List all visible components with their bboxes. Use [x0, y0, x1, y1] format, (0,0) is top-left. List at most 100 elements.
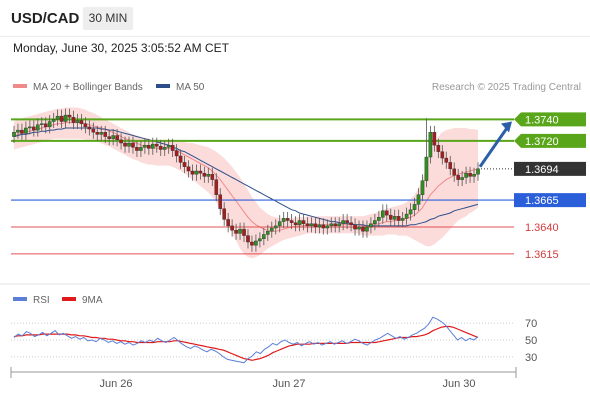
candle-body	[39, 123, 44, 125]
candle-body	[83, 123, 88, 128]
candle-body	[238, 228, 242, 234]
candle-body	[412, 204, 417, 210]
candle-body	[377, 217, 381, 221]
candle-body	[388, 214, 393, 220]
level-label-1-3665: 1.3665	[525, 195, 559, 207]
candle-body	[258, 238, 262, 242]
candle-body	[158, 146, 163, 150]
candle-body	[468, 172, 472, 177]
candle-body	[297, 220, 302, 226]
candle-body	[178, 155, 183, 163]
candle-body	[206, 174, 211, 177]
candle-body	[154, 143, 159, 147]
candle-body	[55, 115, 60, 120]
candle-body	[182, 162, 187, 167]
level-label-1-3615: 1.3615	[525, 249, 559, 261]
candle-body	[95, 132, 100, 135]
candle-body	[313, 223, 318, 228]
candle-body	[365, 226, 369, 232]
candle-body	[242, 228, 246, 236]
candle-body	[329, 223, 334, 227]
rsi-legend-label-2: 9MA	[82, 295, 103, 306]
candle-body	[353, 224, 357, 230]
candle-body	[384, 210, 389, 216]
candle-body	[436, 144, 441, 152]
ma20-line	[13, 122, 479, 232]
candle-body	[230, 225, 234, 231]
candle-body	[135, 147, 139, 151]
candle-body	[273, 225, 278, 229]
candle-body	[250, 241, 254, 246]
candle-body	[218, 194, 223, 209]
chart-header: USD/CAD 30 MIN	[0, 0, 590, 37]
candle-body	[301, 220, 306, 224]
candle-body	[440, 151, 445, 159]
candle-body	[428, 132, 433, 158]
candle-body	[234, 229, 238, 234]
rsi-9ma-line	[13, 325, 479, 361]
candle-body	[214, 179, 219, 195]
candle-body	[448, 162, 453, 170]
candle-body	[99, 132, 104, 135]
candle-body	[420, 180, 425, 195]
candle-body	[119, 139, 123, 144]
level-label-1-3740-box	[514, 112, 586, 127]
candle-body	[67, 114, 72, 118]
candle-body	[444, 157, 449, 163]
candle-body	[194, 170, 199, 175]
candle-body	[59, 115, 64, 122]
watermark: Research © 2025 Trading Central	[432, 82, 581, 93]
date-text: Monday, June 30, 2025 3:05:52 AM CET	[13, 41, 229, 55]
candle-body	[285, 218, 290, 221]
candle-body	[464, 172, 468, 178]
legend-swatch-1	[13, 84, 27, 88]
candle-body	[202, 172, 207, 177]
candle-body	[210, 174, 215, 180]
candle-body	[400, 218, 405, 221]
candle-body	[321, 224, 326, 229]
candle-body	[476, 168, 480, 175]
candle-body	[51, 119, 56, 122]
candle-body	[381, 210, 385, 218]
x-tick-label-2: Jun 27	[272, 378, 305, 390]
candle-body	[131, 142, 135, 148]
timeframe-button[interactable]: 30 MIN	[83, 7, 133, 30]
candle-body	[424, 156, 429, 181]
candle-body	[349, 222, 353, 226]
candle-body	[87, 126, 92, 130]
candle-body	[170, 144, 175, 151]
candle-body	[35, 124, 40, 131]
level-label-1-3740: 1.3740	[525, 114, 559, 126]
rsi-tick-70: 70	[525, 318, 537, 330]
candle-body	[392, 216, 397, 220]
level-label-1-3640: 1.3640	[525, 222, 559, 234]
candle-body	[28, 126, 32, 129]
level-label-1-3665-box	[514, 193, 586, 208]
candle-body	[305, 223, 310, 227]
candle-body	[373, 220, 377, 224]
candle-body	[416, 194, 421, 205]
rsi-legend-swatch-2	[62, 297, 76, 301]
x-tick-label-3: Jun 30	[442, 378, 475, 390]
candle-body	[166, 144, 171, 148]
level-label-1-3694-box	[514, 161, 586, 176]
candle-body	[472, 174, 476, 177]
candle-body	[341, 220, 345, 224]
symbol-title: USD/CAD	[11, 10, 80, 27]
candle-body	[293, 222, 298, 226]
candle-body	[32, 126, 36, 131]
rsi-legend-label-1: RSI	[33, 295, 50, 306]
candle-body	[460, 177, 464, 180]
candle-body	[432, 132, 437, 146]
candle-body	[139, 147, 143, 151]
candle-body	[337, 223, 341, 227]
rsi-line	[13, 316, 479, 364]
candle-body	[361, 226, 365, 232]
candle-body	[24, 127, 28, 134]
candle-body	[91, 128, 96, 133]
candle-body	[127, 142, 131, 147]
level-label-1-3720: 1.3720	[525, 136, 559, 148]
ma50-line	[13, 127, 479, 227]
candle-body	[281, 218, 286, 222]
candle-body	[190, 170, 195, 175]
